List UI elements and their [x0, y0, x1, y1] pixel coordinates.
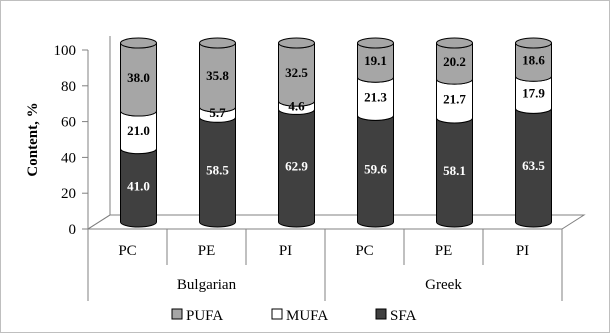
category-label: PI	[516, 243, 529, 259]
data-label: 4.6	[288, 98, 305, 113]
y-tick-label: 80	[61, 79, 76, 95]
legend-swatch-pufa	[172, 309, 182, 319]
data-label: 32.5	[285, 65, 308, 80]
bar-top-cap	[516, 38, 552, 48]
category-label: PE	[435, 243, 453, 259]
y-tick-label: 20	[61, 186, 76, 202]
group-label: Greek	[425, 277, 462, 293]
legend-swatch-mufa	[272, 309, 282, 319]
data-label: 5.7	[209, 105, 226, 120]
y-tick-label: 40	[61, 150, 76, 166]
category-label: PC	[355, 243, 373, 259]
data-label: 38.0	[127, 70, 150, 85]
category-label: PE	[198, 243, 216, 259]
bar-top-cap	[121, 38, 157, 48]
y-tick-label: 100	[54, 43, 77, 59]
legend-label-pufa: PUFA	[186, 308, 223, 324]
category-label: PI	[279, 243, 292, 259]
bar-top-cap	[200, 38, 236, 48]
y-axis-title: Content, %	[25, 102, 41, 176]
data-label: 41.0	[127, 178, 150, 193]
data-label: 58.1	[443, 163, 466, 178]
bars-layer	[121, 38, 552, 227]
y-axis-wall	[88, 36, 110, 229]
data-label: 18.6	[522, 53, 545, 68]
labels-layer: 41.0 21.0 38.0 58.5 5.7 35.8 62.9 4.6 32.5 59.6 21…	[127, 53, 545, 194]
bar-top-cap	[358, 38, 394, 48]
data-label: 59.6	[364, 162, 387, 177]
legend-swatch-sfa	[376, 309, 386, 319]
data-label: 58.5	[206, 163, 229, 178]
data-label: 21.7	[443, 92, 466, 107]
bar-top-cap	[279, 38, 315, 48]
data-label: 21.0	[127, 123, 150, 138]
legend: PUFA MUFA SFA	[172, 308, 417, 324]
data-label: 35.8	[206, 68, 229, 83]
y-tick-label: 0	[69, 222, 77, 238]
data-label: 21.3	[364, 89, 387, 104]
data-label: 62.9	[285, 159, 308, 174]
category-label: PC	[118, 243, 136, 259]
bar-top-cap	[437, 38, 473, 48]
data-label: 63.5	[522, 158, 545, 173]
group-label: Bulgarian	[177, 277, 237, 293]
floor	[88, 215, 584, 229]
data-label: 19.1	[364, 53, 387, 68]
data-label: 17.9	[522, 85, 545, 100]
legend-label-mufa: MUFA	[286, 308, 328, 324]
data-label: 20.2	[443, 54, 466, 69]
y-tick-label: 60	[61, 115, 76, 131]
legend-label-sfa: SFA	[390, 308, 417, 324]
